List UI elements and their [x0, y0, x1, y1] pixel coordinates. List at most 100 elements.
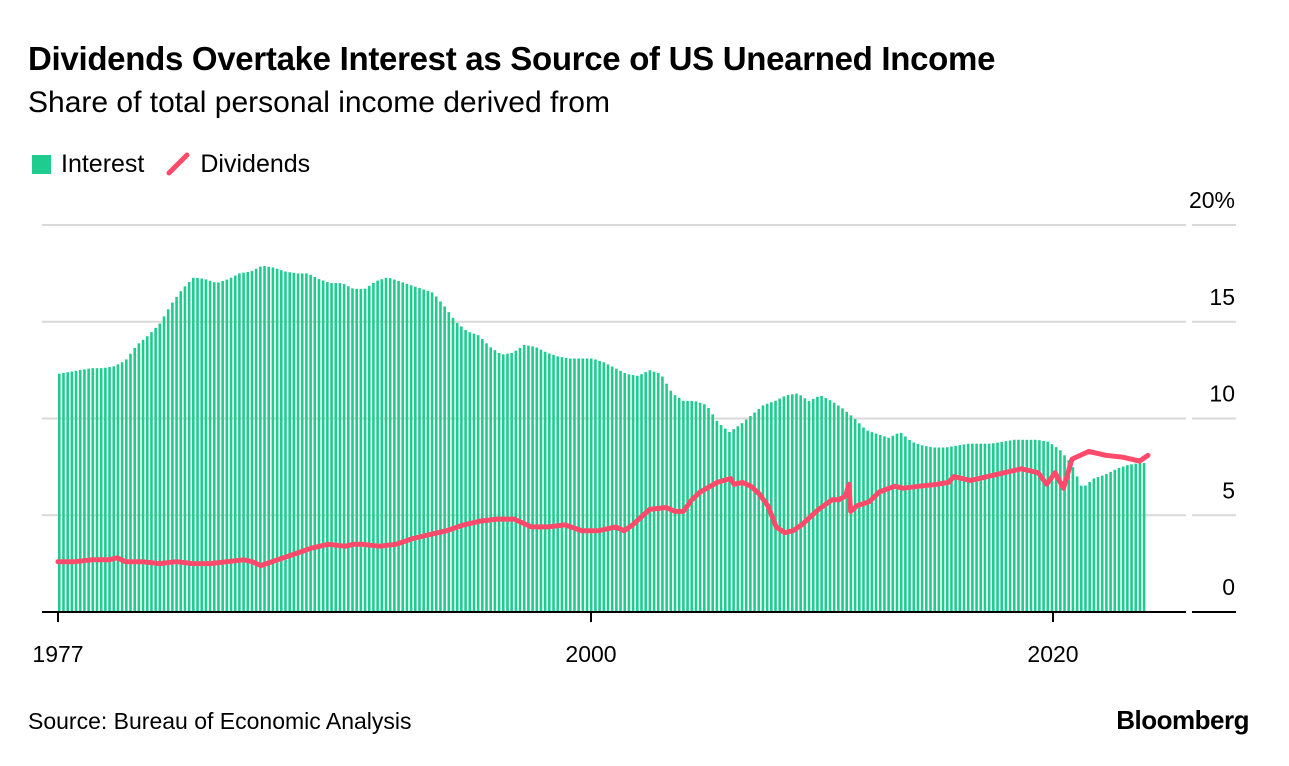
- interest-bar: [405, 283, 409, 612]
- interest-bar: [233, 275, 237, 612]
- interest-bar: [1067, 460, 1071, 612]
- interest-bar: [811, 398, 815, 612]
- legend-item-dividends: Dividends: [164, 150, 310, 179]
- interest-bar: [841, 408, 844, 612]
- interest-bar: [1063, 455, 1066, 612]
- interest-bar: [925, 446, 928, 612]
- interest-bar: [728, 431, 731, 612]
- interest-bar: [489, 347, 493, 612]
- y-tick-label: 5: [1222, 477, 1235, 503]
- interest-bar: [774, 400, 777, 612]
- interest-bar: [1008, 440, 1012, 612]
- interest-bar: [99, 368, 103, 612]
- interest-bar: [589, 358, 593, 612]
- interest-bar: [983, 443, 987, 612]
- interest-bar: [514, 350, 518, 612]
- interest-bar: [732, 429, 735, 612]
- interest-bar: [619, 370, 622, 612]
- interest-bar: [933, 447, 936, 612]
- interest-bar: [770, 402, 773, 612]
- interest-bar: [1079, 485, 1083, 612]
- interest-bar: [1017, 439, 1020, 612]
- interest-bar: [858, 423, 861, 612]
- interest-bar: [288, 272, 291, 612]
- interest-bar: [300, 273, 304, 613]
- interest-bar: [577, 358, 580, 612]
- interest-bar: [548, 353, 551, 612]
- interest-bar: [845, 411, 849, 612]
- interest-bar: [560, 357, 564, 612]
- interest-bar: [606, 364, 610, 612]
- interest-bar: [145, 336, 149, 612]
- interest-bar: [372, 282, 375, 612]
- interest-bar: [996, 442, 999, 612]
- interest-bar: [355, 288, 358, 612]
- interest-bar: [895, 433, 899, 612]
- interest-bar: [455, 322, 459, 612]
- interest-bar: [334, 283, 338, 612]
- interest-bar: [187, 282, 191, 612]
- interest-bar: [778, 398, 782, 612]
- interest-bar: [971, 443, 974, 612]
- interest-swatch-icon: [32, 154, 51, 174]
- interest-bar: [506, 353, 509, 612]
- interest-bar: [740, 423, 744, 612]
- interest-bar: [627, 374, 631, 612]
- interest-bar: [125, 359, 128, 612]
- interest-bar: [954, 445, 957, 612]
- interest-bar: [501, 354, 505, 612]
- interest-bar: [820, 395, 823, 612]
- interest-bar: [171, 302, 174, 612]
- interest-bar: [225, 279, 229, 612]
- interest-bar: [267, 266, 271, 612]
- interest-bar: [539, 349, 543, 612]
- interest-bar: [950, 446, 953, 612]
- interest-bar: [623, 372, 627, 612]
- interest-bar: [275, 268, 279, 612]
- interest-bar: [832, 402, 836, 612]
- interest-bar: [292, 272, 296, 612]
- interest-bar: [937, 447, 941, 612]
- interest-bar: [451, 317, 455, 612]
- interest-bar: [62, 372, 65, 612]
- chart-subtitle: Share of total personal income derived f…: [28, 86, 610, 119]
- interest-bar: [1134, 463, 1138, 612]
- interest-bar: [95, 368, 99, 612]
- interest-bar: [1126, 465, 1129, 612]
- interest-bar: [648, 370, 652, 612]
- interest-bar: [736, 426, 740, 612]
- interest-bar: [636, 375, 639, 612]
- interest-bar: [916, 443, 920, 612]
- interest-bar: [246, 271, 250, 612]
- interest-bar: [468, 332, 472, 612]
- interest-bar: [309, 274, 312, 612]
- interest-bar: [481, 339, 484, 612]
- interest-bar: [271, 267, 275, 612]
- interest-bar: [104, 367, 107, 612]
- legend-item-interest: Interest: [32, 150, 144, 179]
- interest-bar: [757, 408, 761, 612]
- interest-bar: [91, 368, 95, 612]
- interest-bar: [543, 351, 547, 612]
- interest-bar: [150, 332, 153, 612]
- interest-bar: [338, 283, 342, 612]
- interest-bar: [707, 408, 710, 612]
- interest-bar: [254, 268, 258, 612]
- interest-bar: [242, 272, 245, 612]
- chart-title: Dividends Overtake Interest as Source of…: [28, 40, 996, 77]
- interest-bar: [749, 416, 752, 612]
- interest-bar: [979, 443, 983, 612]
- interest-bar: [141, 339, 145, 612]
- interest-bar: [1042, 440, 1045, 612]
- legend-label-dividends: Dividends: [200, 149, 311, 178]
- interest-bar: [853, 419, 857, 612]
- y-tick-label: 20%: [1189, 187, 1235, 213]
- interest-bar: [899, 432, 903, 612]
- interest-bar: [238, 273, 241, 612]
- interest-bar: [941, 447, 945, 612]
- interest-bar: [807, 401, 811, 612]
- interest-bar: [439, 301, 442, 612]
- interest-bar: [962, 444, 966, 612]
- interest-bar: [682, 400, 685, 612]
- interest-bar: [284, 271, 287, 612]
